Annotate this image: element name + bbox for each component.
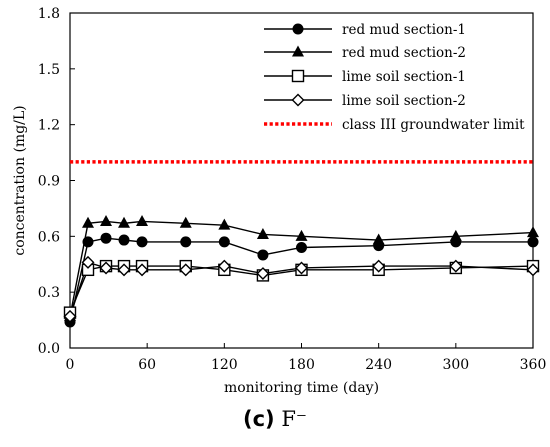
data-point xyxy=(82,216,95,228)
y-tick-label: 1.5 xyxy=(38,62,60,78)
y-tick-label: 0.6 xyxy=(38,229,60,245)
x-tick-label: 240 xyxy=(365,357,392,373)
data-point xyxy=(218,236,230,248)
legend-marker xyxy=(292,45,304,57)
plot-area: 0.0 0.3 0.6 0.9 1.2 1.5 1.8 0 60 120 180 240 300 360 xyxy=(38,6,547,373)
y-tick-label: 1.2 xyxy=(38,118,60,134)
data-point xyxy=(527,236,539,248)
data-point xyxy=(117,263,131,277)
data-point xyxy=(118,216,131,228)
data-point xyxy=(256,227,269,239)
data-point xyxy=(135,263,149,277)
x-tick-label: 300 xyxy=(442,357,469,373)
data-point xyxy=(118,234,130,246)
data-point xyxy=(295,229,308,241)
x-tick-label: 360 xyxy=(520,357,547,373)
data-point xyxy=(180,236,192,248)
data-point xyxy=(256,267,270,281)
legend-label: lime soil section-2 xyxy=(342,93,466,109)
data-point xyxy=(372,233,385,245)
data-point xyxy=(449,229,462,241)
data-point xyxy=(100,214,113,226)
data-point xyxy=(449,259,463,273)
caption-panel-label: (c) xyxy=(243,407,275,431)
data-point xyxy=(218,218,231,230)
x-tick-label: 0 xyxy=(66,357,75,373)
x-axis-title: monitoring time (day) xyxy=(224,380,379,396)
y-tick-label: 0.3 xyxy=(38,285,60,301)
data-point xyxy=(136,236,148,248)
data-point xyxy=(257,249,269,261)
data-point xyxy=(82,236,94,248)
caption-ion: F⁻ xyxy=(281,407,307,431)
legend-label: red mud section-2 xyxy=(342,45,466,61)
legend-marker xyxy=(291,69,305,83)
y-tick-label: 1.8 xyxy=(38,6,60,22)
data-point xyxy=(136,214,149,226)
x-tick-label: 60 xyxy=(138,357,156,373)
data-point xyxy=(100,232,112,244)
legend-marker xyxy=(291,93,305,107)
data-point xyxy=(99,261,113,275)
data-point xyxy=(217,259,231,273)
data-point xyxy=(81,255,95,269)
data-point xyxy=(295,261,308,275)
y-tick-label: 0.0 xyxy=(38,341,60,357)
data-point xyxy=(526,263,540,277)
legend-marker xyxy=(292,23,304,35)
data-point xyxy=(63,309,77,323)
data-point xyxy=(296,242,307,253)
y-tick-label: 0.9 xyxy=(38,174,60,190)
series-group xyxy=(63,160,540,328)
legend-label: red mud section-1 xyxy=(342,22,466,38)
data-point xyxy=(527,226,539,238)
x-tick-label: 120 xyxy=(211,357,238,373)
data-point xyxy=(179,216,192,228)
legend-label: class III groundwater limit xyxy=(342,117,525,133)
x-tick-label: 180 xyxy=(288,357,315,373)
y-axis-title: concentration (mg/L) xyxy=(12,105,28,255)
legend-label: lime soil section-1 xyxy=(342,69,466,85)
legend: red mud section-1 red mud section-2 lime s… xyxy=(255,14,532,142)
figure-caption: (c) F⁻ xyxy=(0,407,550,431)
data-point xyxy=(179,263,193,277)
data-point xyxy=(372,259,386,273)
